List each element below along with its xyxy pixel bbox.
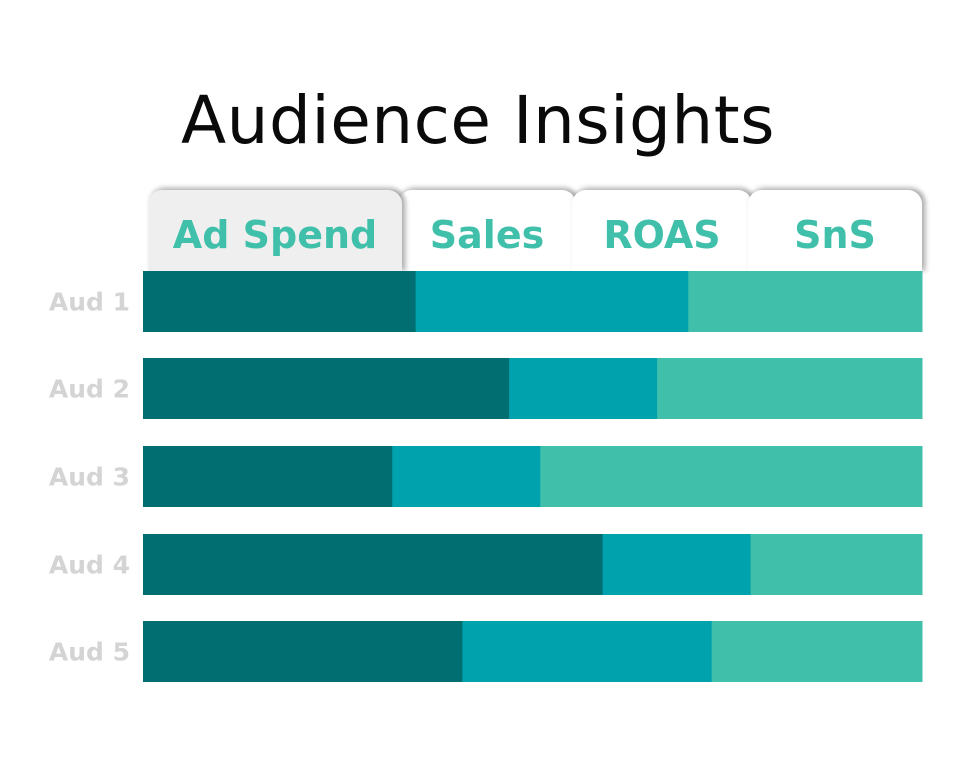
tab-sales[interactable]: Sales [398,190,576,272]
tab-sns-label: SnS [794,213,876,257]
bar-segment-3 [540,446,923,507]
category-label: Aud 3 [49,463,130,492]
bar-row-2: Aud 2 [49,358,923,419]
category-label: Aud 1 [49,288,130,317]
bar-segment-1 [143,271,417,332]
category-label: Aud 2 [49,375,130,404]
bar-segment-1 [143,534,604,595]
bar-segment-1 [143,446,393,507]
bar-row-1: Aud 1 [49,271,923,332]
bar-segment-3 [688,271,923,332]
bar-segment-1 [143,621,463,682]
tab-roas[interactable]: ROAS [572,190,752,272]
bar-row-5: Aud 5 [49,621,923,682]
tab-sns[interactable]: SnS [748,190,922,272]
tab-ad-spend[interactable]: Ad Spend [148,190,402,272]
tab-ad-spend-label: Ad Spend [172,213,378,257]
bar-row-4: Aud 4 [49,534,923,595]
tab-bar: Ad Spend Sales ROAS SnS [148,190,922,272]
bar-segment-2 [462,621,713,682]
bar-segment-2 [415,271,689,332]
chart-title: Audience Insights [180,82,776,159]
bar-segment-1 [143,358,510,419]
bar-segment-2 [392,446,541,507]
bar-segment-3 [750,534,923,595]
tab-sales-label: Sales [429,213,545,257]
bar-segment-2 [602,534,752,595]
bar-segment-2 [509,358,658,419]
tab-roas-label: ROAS [603,213,721,257]
bar-segment-3 [711,621,923,682]
bar-segment-3 [657,358,923,419]
category-label: Aud 5 [49,638,130,667]
bar-row-3: Aud 3 [49,446,923,507]
category-label: Aud 4 [49,551,130,580]
